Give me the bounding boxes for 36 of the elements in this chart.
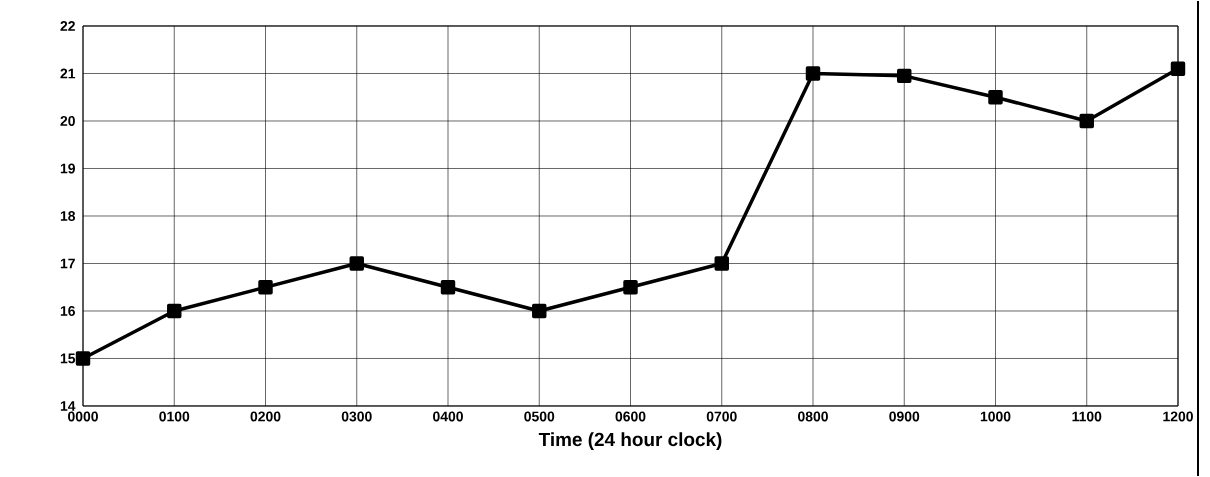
x-tick-label: 0400 xyxy=(433,411,463,422)
x-tick-label: 0600 xyxy=(615,411,646,422)
point xyxy=(258,280,273,295)
y-tick-label: 20 xyxy=(60,116,75,126)
x-tick-label: 0000 xyxy=(68,411,98,422)
y-tick-label: 21 xyxy=(60,68,76,79)
point xyxy=(532,303,547,319)
point xyxy=(349,256,364,271)
x-tick-label: 0100 xyxy=(159,411,190,422)
x-tick-label: 1000 xyxy=(980,411,1011,422)
point xyxy=(75,351,91,366)
y-tick-label: 19 xyxy=(60,163,75,174)
y-tick-label: 15 xyxy=(60,353,76,364)
y-tick-label: 17 xyxy=(60,258,75,269)
x-tick-label: 0800 xyxy=(798,411,828,422)
point xyxy=(623,280,638,295)
point xyxy=(167,303,182,319)
y-tick-label: 16 xyxy=(60,306,75,316)
x-tick-label: 0700 xyxy=(706,411,737,422)
point xyxy=(897,68,912,84)
point xyxy=(440,280,456,295)
x-tick-label: 0200 xyxy=(250,411,281,422)
x-tick-label: 0900 xyxy=(889,411,920,422)
point xyxy=(805,66,821,81)
y-tick-label: 22 xyxy=(60,21,75,31)
point xyxy=(714,256,729,271)
x-tick-label: 0500 xyxy=(524,411,555,422)
y-tick-label: 14 xyxy=(60,401,76,411)
y-tick-label: 18 xyxy=(60,211,76,221)
x-tick-label: 0300 xyxy=(341,411,372,422)
point xyxy=(1079,113,1094,129)
x-tick-label: 1100 xyxy=(1072,411,1102,422)
x-axis-title: Time (24 hour clock) xyxy=(538,432,722,450)
point xyxy=(988,90,1003,105)
x-tick-label: 1200 xyxy=(1163,411,1193,422)
point xyxy=(1170,61,1186,76)
